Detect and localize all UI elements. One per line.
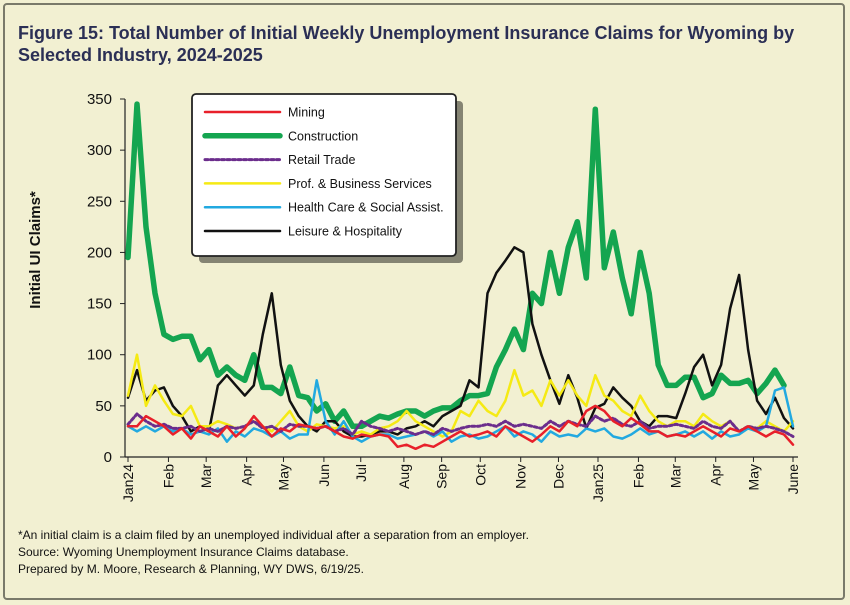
figure-title: Figure 15: Total Number of Initial Weekl…: [18, 23, 795, 65]
x-tick-label: Feb: [160, 464, 176, 488]
legend-label: Mining: [288, 106, 325, 120]
footnote: *An initial claim is a claim filed by an…: [18, 528, 529, 542]
x-tick-label: Mar: [667, 464, 683, 488]
y-tick-label: 350: [87, 91, 112, 108]
x-tick-label: May: [745, 464, 761, 490]
x-tick-label: June: [785, 464, 801, 495]
x-tick-label: Jan25: [590, 464, 606, 502]
x-ticks: Jan24 Feb Mar Apr May Jun Jul Aug Sep Oct Nov Dec Ja…: [120, 457, 801, 502]
y-tick-label: 0: [104, 449, 112, 466]
series-line-mining: [126, 404, 795, 451]
y-tick-label: 200: [87, 244, 112, 261]
source-note: Source: Wyoming Unemployment Insurance C…: [18, 545, 349, 559]
legend-label: Health Care & Social Assist.: [288, 201, 444, 215]
legend-label: Prof. & Business Services: [288, 177, 432, 191]
legend-label: Retail Trade: [288, 153, 355, 167]
x-tick-label: Mar: [198, 464, 214, 488]
series-line-retail-trade: [126, 412, 795, 438]
legend-label: Leisure & Hospitality: [288, 225, 403, 239]
x-tick-label: May: [275, 464, 291, 490]
series-line-construction: [125, 101, 787, 430]
y-axis-label: Initial UI Claims*: [27, 191, 44, 309]
x-tick-label: Sep: [434, 464, 450, 489]
x-tick-label: Dec: [550, 464, 566, 489]
x-tick-label: Aug: [396, 464, 412, 489]
prepared-note: Prepared by M. Moore, Research & Plannin…: [18, 562, 364, 576]
legend: Mining Construction Retail Trade Prof. & Bu…: [191, 93, 463, 263]
y-tick-label: 50: [95, 398, 112, 415]
y-tick-label: 300: [87, 142, 112, 159]
series-lines: [125, 101, 795, 451]
series-line-leisure-hospitality: [126, 246, 795, 438]
y-tick-label: 250: [87, 193, 112, 210]
x-tick-label: Apr: [239, 464, 255, 486]
x-tick-label: Jun: [316, 464, 332, 487]
notes: *An initial claim is a claim filed by an…: [18, 527, 838, 578]
x-tick-label: Feb: [630, 464, 646, 488]
y-tick-label: 150: [87, 296, 112, 313]
y-tick-label: 100: [87, 347, 112, 364]
x-tick-label: Nov: [513, 464, 529, 489]
y-ticks: 0 50 100 150 200 250 300 350: [87, 91, 125, 466]
legend-label: Construction: [288, 129, 358, 143]
x-tick-label: Apr: [708, 464, 724, 486]
x-tick-label: Jul: [353, 464, 369, 482]
x-tick-label: Jan24: [120, 464, 136, 502]
x-tick-label: Oct: [472, 464, 488, 486]
